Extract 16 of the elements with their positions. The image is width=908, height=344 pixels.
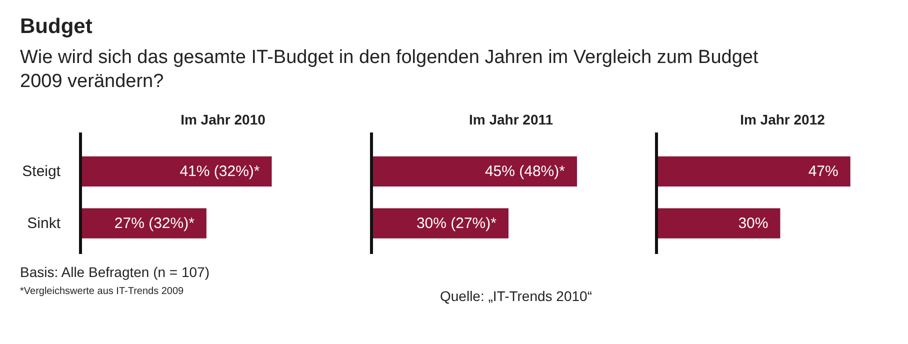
data-label: 27% (32%)* <box>114 214 195 232</box>
source-note: Quelle: „IT-Trends 2010“ <box>440 287 592 306</box>
text: Wie wird sich das gesamte IT-Budget in den folgenden Jahren im Vergleich zum Budget 2009 verändern? <box>20 46 760 94</box>
chart-title: Im Jahr 2010 <box>180 112 266 128</box>
data-label: 47% <box>808 162 838 180</box>
data-label: 30% <box>738 214 768 232</box>
data-label: 41% (32%)* <box>180 162 260 180</box>
text: Budget <box>20 14 92 40</box>
text: *Vergleichswerte aus IT-Trends 2009 <box>20 285 185 299</box>
y-tick-label: Steigt <box>22 162 62 180</box>
y-tick-label: Sinkt <box>27 214 62 232</box>
data-label: 45% (48%)* <box>484 162 566 180</box>
text: Basis: Alle Befragten (n = 107) <box>20 263 210 282</box>
chart-title: Im Jahr 2011 <box>468 112 554 128</box>
chart-title: Im Jahr 2012 <box>740 112 826 128</box>
data-label: 30% (27%)* <box>416 214 497 232</box>
